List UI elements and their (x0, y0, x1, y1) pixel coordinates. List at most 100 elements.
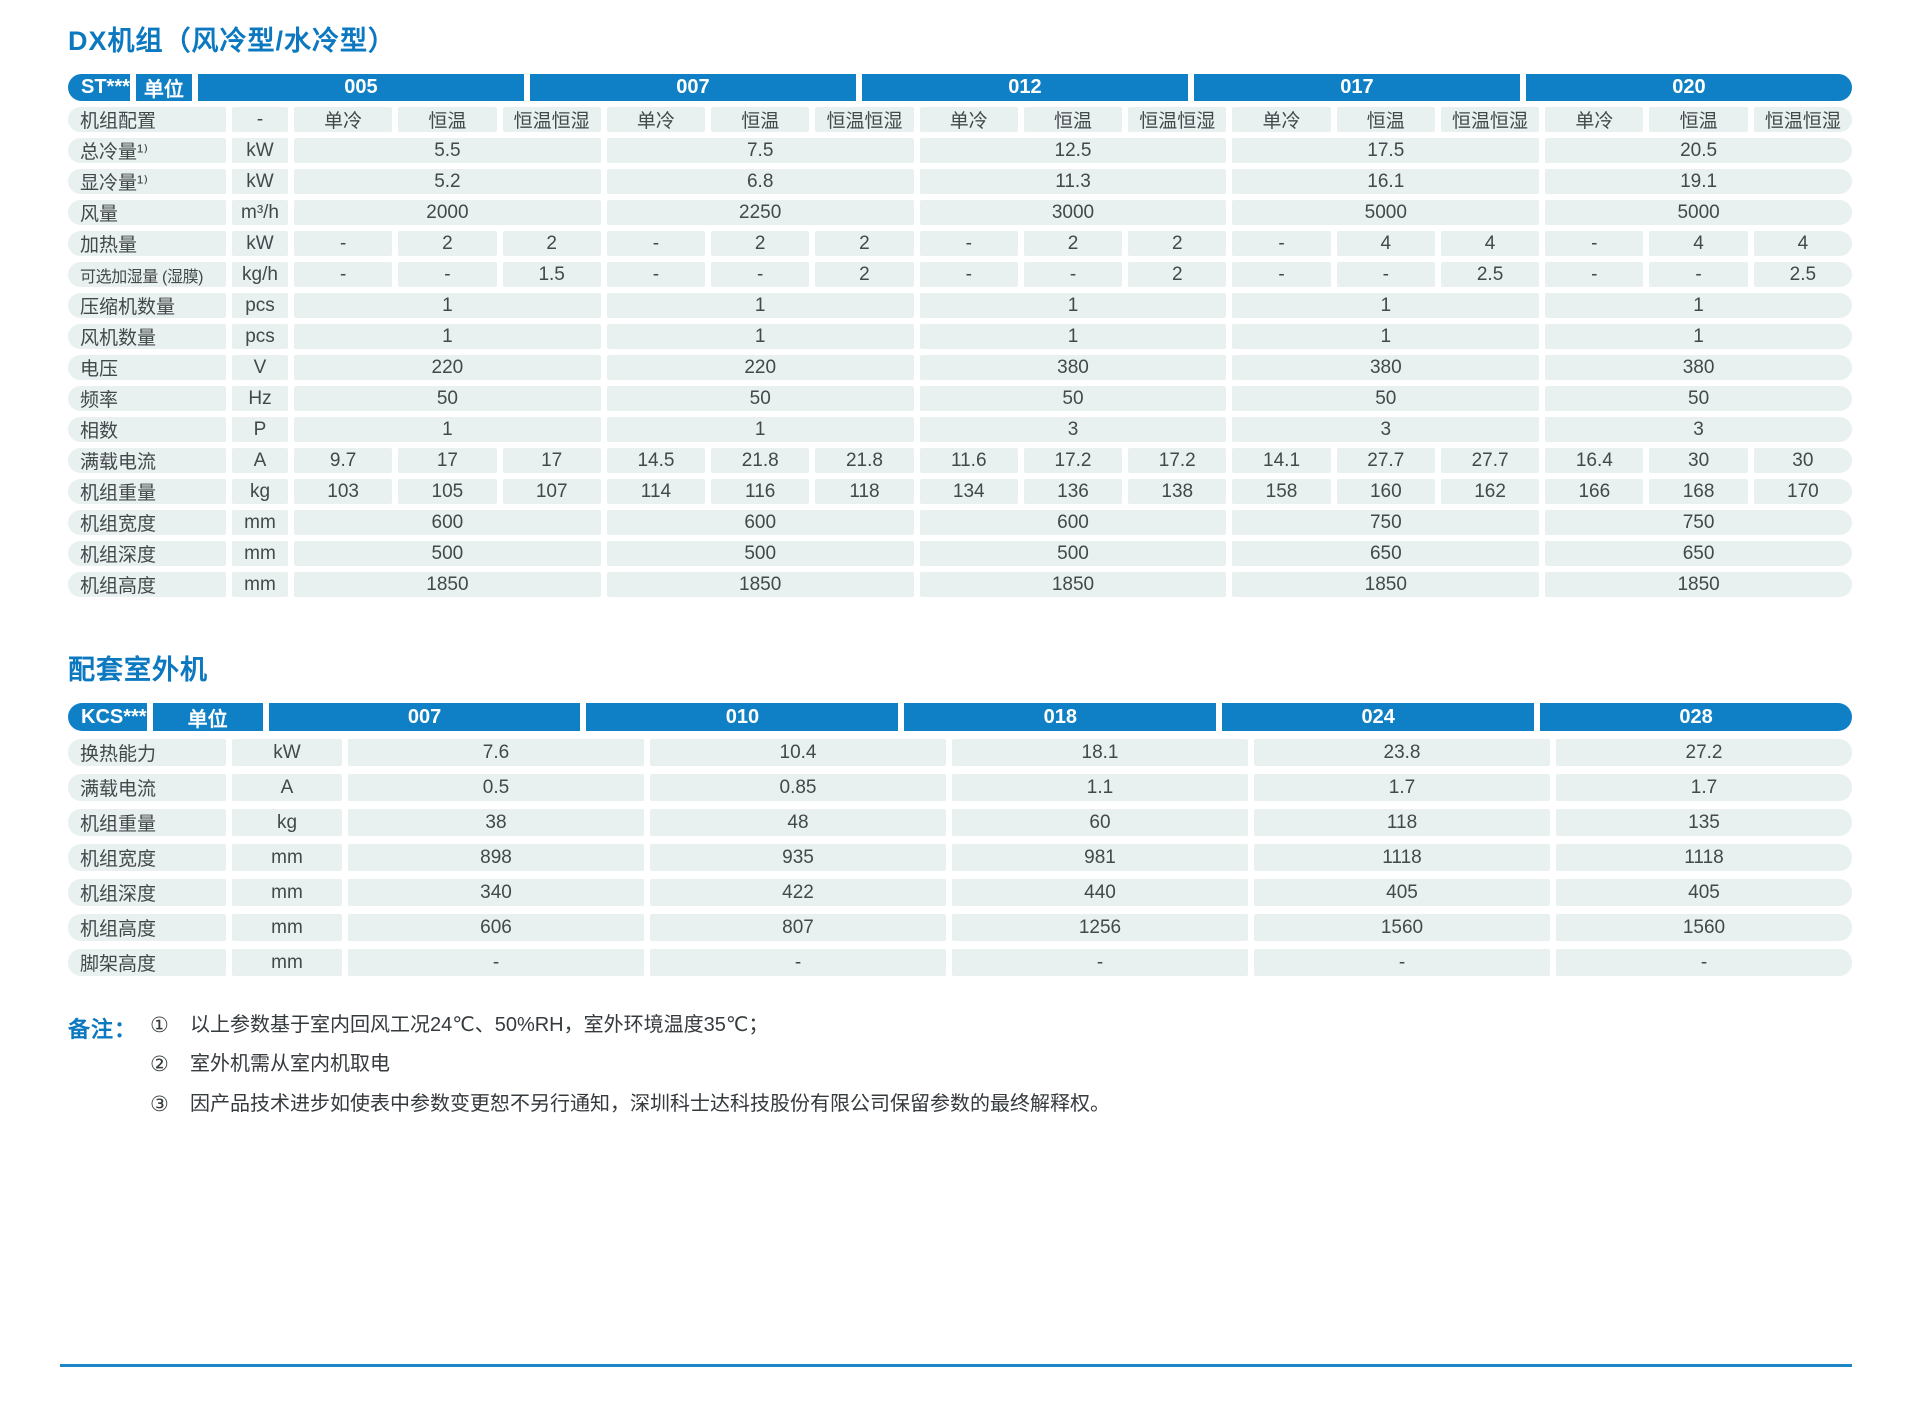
spec-value-cell: - (1232, 262, 1331, 288)
spec-value-cell: 1 (1545, 293, 1852, 319)
spec-value-cell: 16.4 (1545, 448, 1644, 474)
spec-value-cell: 50 (1545, 386, 1852, 412)
spec-value-cell: 1 (1545, 324, 1852, 350)
spec-value-cell: - (398, 262, 497, 288)
spec-value-cell: 6.8 (606, 169, 914, 195)
config-option-cell: 恒温恒湿 (815, 107, 914, 133)
spec-value-cell: 380 (1545, 355, 1852, 381)
spec-value-cell: 136 (1023, 479, 1123, 505)
unit-cell: A (232, 448, 288, 474)
spec-value-cell: 440 (952, 879, 1248, 907)
spec-value-cell: 2 (398, 231, 497, 257)
spec-value-cell: 17 (398, 448, 497, 474)
spec-value-cell: 380 (1232, 355, 1540, 381)
spec-value-cell: 807 (650, 914, 946, 942)
spec-value-cell: 11.3 (919, 169, 1227, 195)
spec-value-cell: 2 (502, 231, 601, 257)
spec-value-cell: - (1336, 262, 1435, 288)
spec-value-cell: 27.2 (1556, 739, 1852, 767)
table-row: 加热量 kW -2 2-2 2-2 2-4 4-4 4 (68, 231, 1852, 257)
spec-value-cell: 3 (1232, 417, 1540, 443)
spec-value-cell: 1 (606, 324, 914, 350)
unit-cell: mm (232, 914, 342, 942)
unit-cell: mm (232, 949, 342, 977)
spec-value-cell: 30 (1753, 448, 1852, 474)
spec-value-cell: 600 (294, 510, 601, 536)
spec-value-cell: 220 (294, 355, 601, 381)
unit-cell: mm (232, 844, 342, 872)
spec-value-cell: 500 (919, 541, 1227, 567)
spec-value-cell: - (294, 231, 393, 257)
row-label: 机组重量 (68, 809, 226, 837)
spec-value-cell: 50 (294, 386, 601, 412)
spec-value-cell: 114 (606, 479, 706, 505)
config-option-cell: 恒温恒湿 (1128, 107, 1227, 133)
note-item: ② 室外机需从室内机取电 (150, 1051, 1110, 1079)
unit-cell: pcs (232, 293, 288, 319)
spec-value-cell: 1850 (1545, 572, 1852, 598)
spec-value-cell: 898 (348, 844, 644, 872)
spec-value-cell: 11.6 (919, 448, 1018, 474)
table-header-row: ST*** 单位 005 007 012 017 020 (68, 74, 1852, 102)
row-label: 换热能力 (68, 739, 226, 767)
spec-value-cell: 2 (815, 231, 914, 257)
unit-cell: mm (232, 879, 342, 907)
spec-value-cell: 7.5 (606, 138, 914, 164)
spec-value-cell: 1 (1232, 324, 1540, 350)
spec-value-cell: 21.8 (815, 448, 914, 474)
config-option-cell: 单冷 (294, 107, 393, 133)
spec-value-cell: 750 (1232, 510, 1540, 536)
table-row: 电压 V 220 220 380 380 380 (68, 355, 1852, 381)
section2-title: 配套室外机 (68, 655, 208, 686)
config-option-cell: 单冷 (1232, 107, 1331, 133)
spec-value-cell: 650 (1232, 541, 1540, 567)
spec-value-cell: 2 (815, 262, 914, 288)
spec-value-cell: 17.2 (1128, 448, 1227, 474)
unit-cell: kg (232, 479, 288, 505)
spec-value-cell: 1.1 (952, 774, 1248, 802)
model-block: - -2.5 (1232, 262, 1540, 288)
spec-value-cell: - (650, 949, 946, 977)
model-column-header: 007 (268, 703, 581, 732)
model-block: 16.4 30 30 (1545, 448, 1852, 474)
table-row: 相数 P 1 1 3 3 3 (68, 417, 1852, 443)
row-label: 机组深度 (68, 541, 226, 567)
table-row: 风机数量 pcs 1 1 1 1 1 (68, 324, 1852, 350)
spec-value-cell: 1850 (606, 572, 914, 598)
spec-value-cell: 160 (1336, 479, 1435, 505)
spec-value-cell: 600 (919, 510, 1227, 536)
model-column-header: 012 (861, 74, 1188, 102)
model-block: 14.1 27.7 27.7 (1232, 448, 1540, 474)
spec-value-cell: 12.5 (919, 138, 1227, 164)
spec-value-cell: 3 (1545, 417, 1852, 443)
spec-value-cell: 19.1 (1545, 169, 1852, 195)
notes-block: 备注： ① 以上参数基于室内回风工况24℃、50%RH，室外环境温度35℃； ② 室外… (68, 1012, 1852, 1130)
note-item: ③ 因产品技术进步如使表中参数变更恕不另行通知，深圳科士达科技股份有限公司保留参数… (150, 1091, 1110, 1119)
spec-value-cell: 1 (294, 324, 601, 350)
unit-cell: pcs (232, 324, 288, 350)
footer-divider (60, 1364, 1852, 1367)
spec-value-cell: 405 (1254, 879, 1550, 907)
note-text: 室外机需从室内机取电 (190, 1053, 390, 1076)
spec-value-cell: 16.1 (1232, 169, 1540, 195)
spec-value-cell: 1560 (1556, 914, 1852, 942)
row-label: 机组宽度 (68, 510, 226, 536)
spec-value-cell: 5.2 (294, 169, 601, 195)
model-block: 103 105 107 (294, 479, 601, 505)
model-block: 134 136 138 (919, 479, 1227, 505)
table-row: 风量 m³/h 2000 2250 3000 5000 5000 (68, 200, 1852, 226)
table-row: 频率 Hz 50 50 50 50 50 (68, 386, 1852, 412)
unit-cell: m³/h (232, 200, 288, 226)
config-option-cell: 恒温 (711, 107, 810, 133)
unit-cell: Hz (232, 386, 288, 412)
spec-value-cell: 380 (919, 355, 1227, 381)
row-label: 加热量 (68, 231, 226, 257)
spec-value-cell: 118 (815, 479, 914, 505)
table-row: 机组高度 mm 606 807 1256 1560 1560 (68, 914, 1852, 942)
model-column-header: 018 (904, 703, 1217, 732)
spec-value-cell: 500 (606, 541, 914, 567)
spec-value-cell: 50 (606, 386, 914, 412)
table-row: 机组高度 mm 1850 1850 1850 1850 1850 (68, 572, 1852, 598)
